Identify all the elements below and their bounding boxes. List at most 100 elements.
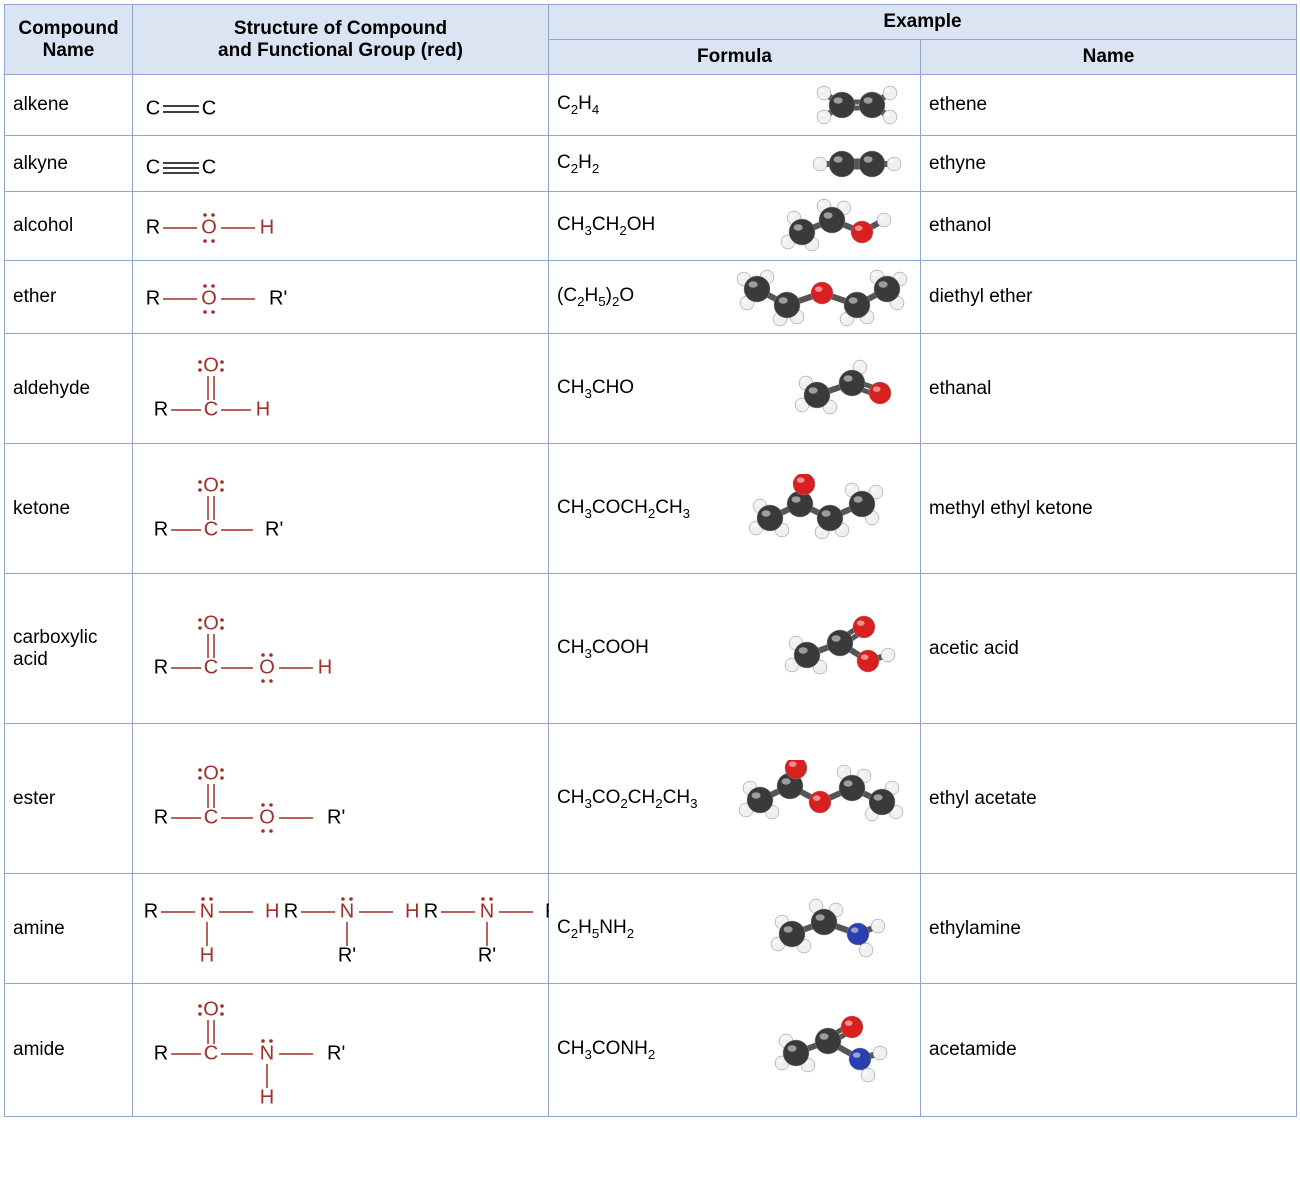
svg-text:O: O bbox=[203, 998, 219, 1020]
svg-text:H: H bbox=[260, 216, 274, 238]
molecule-model-mek bbox=[742, 474, 912, 544]
svg-text:R: R bbox=[154, 1042, 168, 1064]
svg-text:N: N bbox=[480, 900, 494, 922]
table-row: amide OC R N R' H CH3CONH2 acetamide bbox=[5, 984, 1297, 1117]
formula-text: CH3COOH bbox=[557, 637, 649, 661]
svg-text:O: O bbox=[203, 474, 219, 496]
functional-groups-table: Compound Name Structure of Compoundand F… bbox=[4, 4, 1297, 1117]
svg-text:O: O bbox=[203, 612, 219, 634]
cell-example: ethylamine bbox=[921, 874, 1297, 984]
table-row: ester OCROR' CH3CO2CH2CH3 ethyl acetate bbox=[5, 724, 1297, 874]
cell-name: ester bbox=[5, 724, 133, 874]
cell-name: alkene bbox=[5, 75, 133, 136]
table-row: ether R O R' (C2H5)2O diethyl ether bbox=[5, 261, 1297, 334]
svg-text:R: R bbox=[424, 900, 438, 922]
svg-text:O: O bbox=[203, 762, 219, 784]
molecule-model-ethyl_acetate bbox=[732, 760, 912, 838]
cell-example: acetamide bbox=[921, 984, 1297, 1117]
cell-structure: ROH bbox=[133, 192, 549, 261]
svg-text:R: R bbox=[146, 287, 160, 309]
table-row: aldehyde OCRH CH3CHO ethanal bbox=[5, 334, 1297, 444]
svg-text:R': R' bbox=[327, 1042, 345, 1064]
svg-text:C: C bbox=[204, 806, 218, 828]
formula-text: C2H5NH2 bbox=[557, 917, 634, 941]
svg-text:R': R' bbox=[265, 518, 283, 540]
cell-formula: CH3CO2CH2CH3 bbox=[549, 724, 921, 874]
svg-text:R: R bbox=[154, 806, 168, 828]
svg-text:C: C bbox=[146, 97, 160, 119]
svg-text:H: H bbox=[260, 1086, 274, 1108]
cell-formula: CH3CONH2 bbox=[549, 984, 921, 1117]
molecule-model-diethyl_ether bbox=[732, 267, 912, 327]
cell-structure: OCROR' bbox=[133, 724, 549, 874]
table-row: carboxylicacid OCROH CH3COOH acetic acid bbox=[5, 574, 1297, 724]
svg-text:R': R' bbox=[338, 944, 356, 966]
svg-text:H: H bbox=[405, 900, 419, 922]
svg-text:C: C bbox=[204, 398, 218, 420]
cell-example: ethyl acetate bbox=[921, 724, 1297, 874]
th-name: Name bbox=[921, 40, 1297, 75]
cell-name: carboxylicacid bbox=[5, 574, 133, 724]
cell-name: alkyne bbox=[5, 136, 133, 192]
formula-text: C2H4 bbox=[557, 93, 599, 117]
cell-example: ethyne bbox=[921, 136, 1297, 192]
svg-text:R': R' bbox=[269, 287, 287, 309]
cell-structure: R O R' bbox=[133, 261, 549, 334]
cell-formula: CH3COOH bbox=[549, 574, 921, 724]
th-example: Example bbox=[549, 5, 1297, 40]
molecule-model-ethyne bbox=[802, 144, 912, 184]
svg-text:R: R bbox=[154, 656, 168, 678]
cell-name: ketone bbox=[5, 444, 133, 574]
svg-text:N: N bbox=[340, 900, 354, 922]
svg-text:R: R bbox=[144, 900, 158, 922]
molecule-model-ethanal bbox=[782, 359, 912, 419]
svg-text:R'': R'' bbox=[545, 900, 549, 922]
table-row: alkyne CC C2H2 ethyne bbox=[5, 136, 1297, 192]
svg-text:N: N bbox=[200, 900, 214, 922]
svg-text:O: O bbox=[259, 656, 275, 678]
th-structure: Structure of Compoundand Functional Grou… bbox=[133, 5, 549, 75]
cell-example: ethanal bbox=[921, 334, 1297, 444]
cell-formula: C2H4 bbox=[549, 75, 921, 136]
molecule-model-ethene bbox=[802, 81, 912, 129]
cell-formula: (C2H5)2O bbox=[549, 261, 921, 334]
molecule-model-acetic bbox=[772, 611, 912, 687]
svg-text:R: R bbox=[284, 900, 298, 922]
th-compound: Compound Name bbox=[5, 5, 133, 75]
table-row: alkene CC C2H4 ethene bbox=[5, 75, 1297, 136]
svg-text:O: O bbox=[201, 216, 217, 238]
table-row: amine RNHHRNHR'RNR''R' C2H5NH2 ethylamin… bbox=[5, 874, 1297, 984]
th-formula: Formula bbox=[549, 40, 921, 75]
molecule-model-acetamide bbox=[762, 1013, 912, 1087]
table-row: alcohol ROH CH3CH2OH ethanol bbox=[5, 192, 1297, 261]
cell-example: diethyl ether bbox=[921, 261, 1297, 334]
molecule-model-ethanol bbox=[772, 198, 912, 254]
cell-name: alcohol bbox=[5, 192, 133, 261]
svg-text:C: C bbox=[204, 1042, 218, 1064]
cell-formula: CH3CHO bbox=[549, 334, 921, 444]
cell-structure: OC R N R' H bbox=[133, 984, 549, 1117]
svg-text:R: R bbox=[154, 398, 168, 420]
formula-text: CH3CO2CH2CH3 bbox=[557, 787, 697, 811]
svg-text:O: O bbox=[203, 354, 219, 376]
svg-text:H: H bbox=[256, 398, 270, 420]
svg-text:C: C bbox=[204, 656, 218, 678]
svg-text:C: C bbox=[202, 97, 216, 119]
cell-formula: CH3CH2OH bbox=[549, 192, 921, 261]
svg-text:C: C bbox=[146, 156, 160, 178]
svg-text:O: O bbox=[201, 287, 217, 309]
svg-text:H: H bbox=[200, 944, 214, 966]
table-row: ketone OCRR' CH3COCH2CH3 methyl ethyl ke… bbox=[5, 444, 1297, 574]
cell-structure: CC bbox=[133, 136, 549, 192]
cell-structure: OC R H bbox=[133, 334, 549, 444]
svg-text:C: C bbox=[204, 518, 218, 540]
formula-text: C2H2 bbox=[557, 152, 599, 176]
svg-text:N: N bbox=[260, 1042, 274, 1064]
formula-text: CH3CHO bbox=[557, 377, 634, 401]
svg-text:R': R' bbox=[478, 944, 496, 966]
formula-text: CH3COCH2CH3 bbox=[557, 497, 690, 521]
cell-example: methyl ethyl ketone bbox=[921, 444, 1297, 574]
formula-text: (C2H5)2O bbox=[557, 285, 634, 309]
cell-name: amide bbox=[5, 984, 133, 1117]
cell-name: ether bbox=[5, 261, 133, 334]
